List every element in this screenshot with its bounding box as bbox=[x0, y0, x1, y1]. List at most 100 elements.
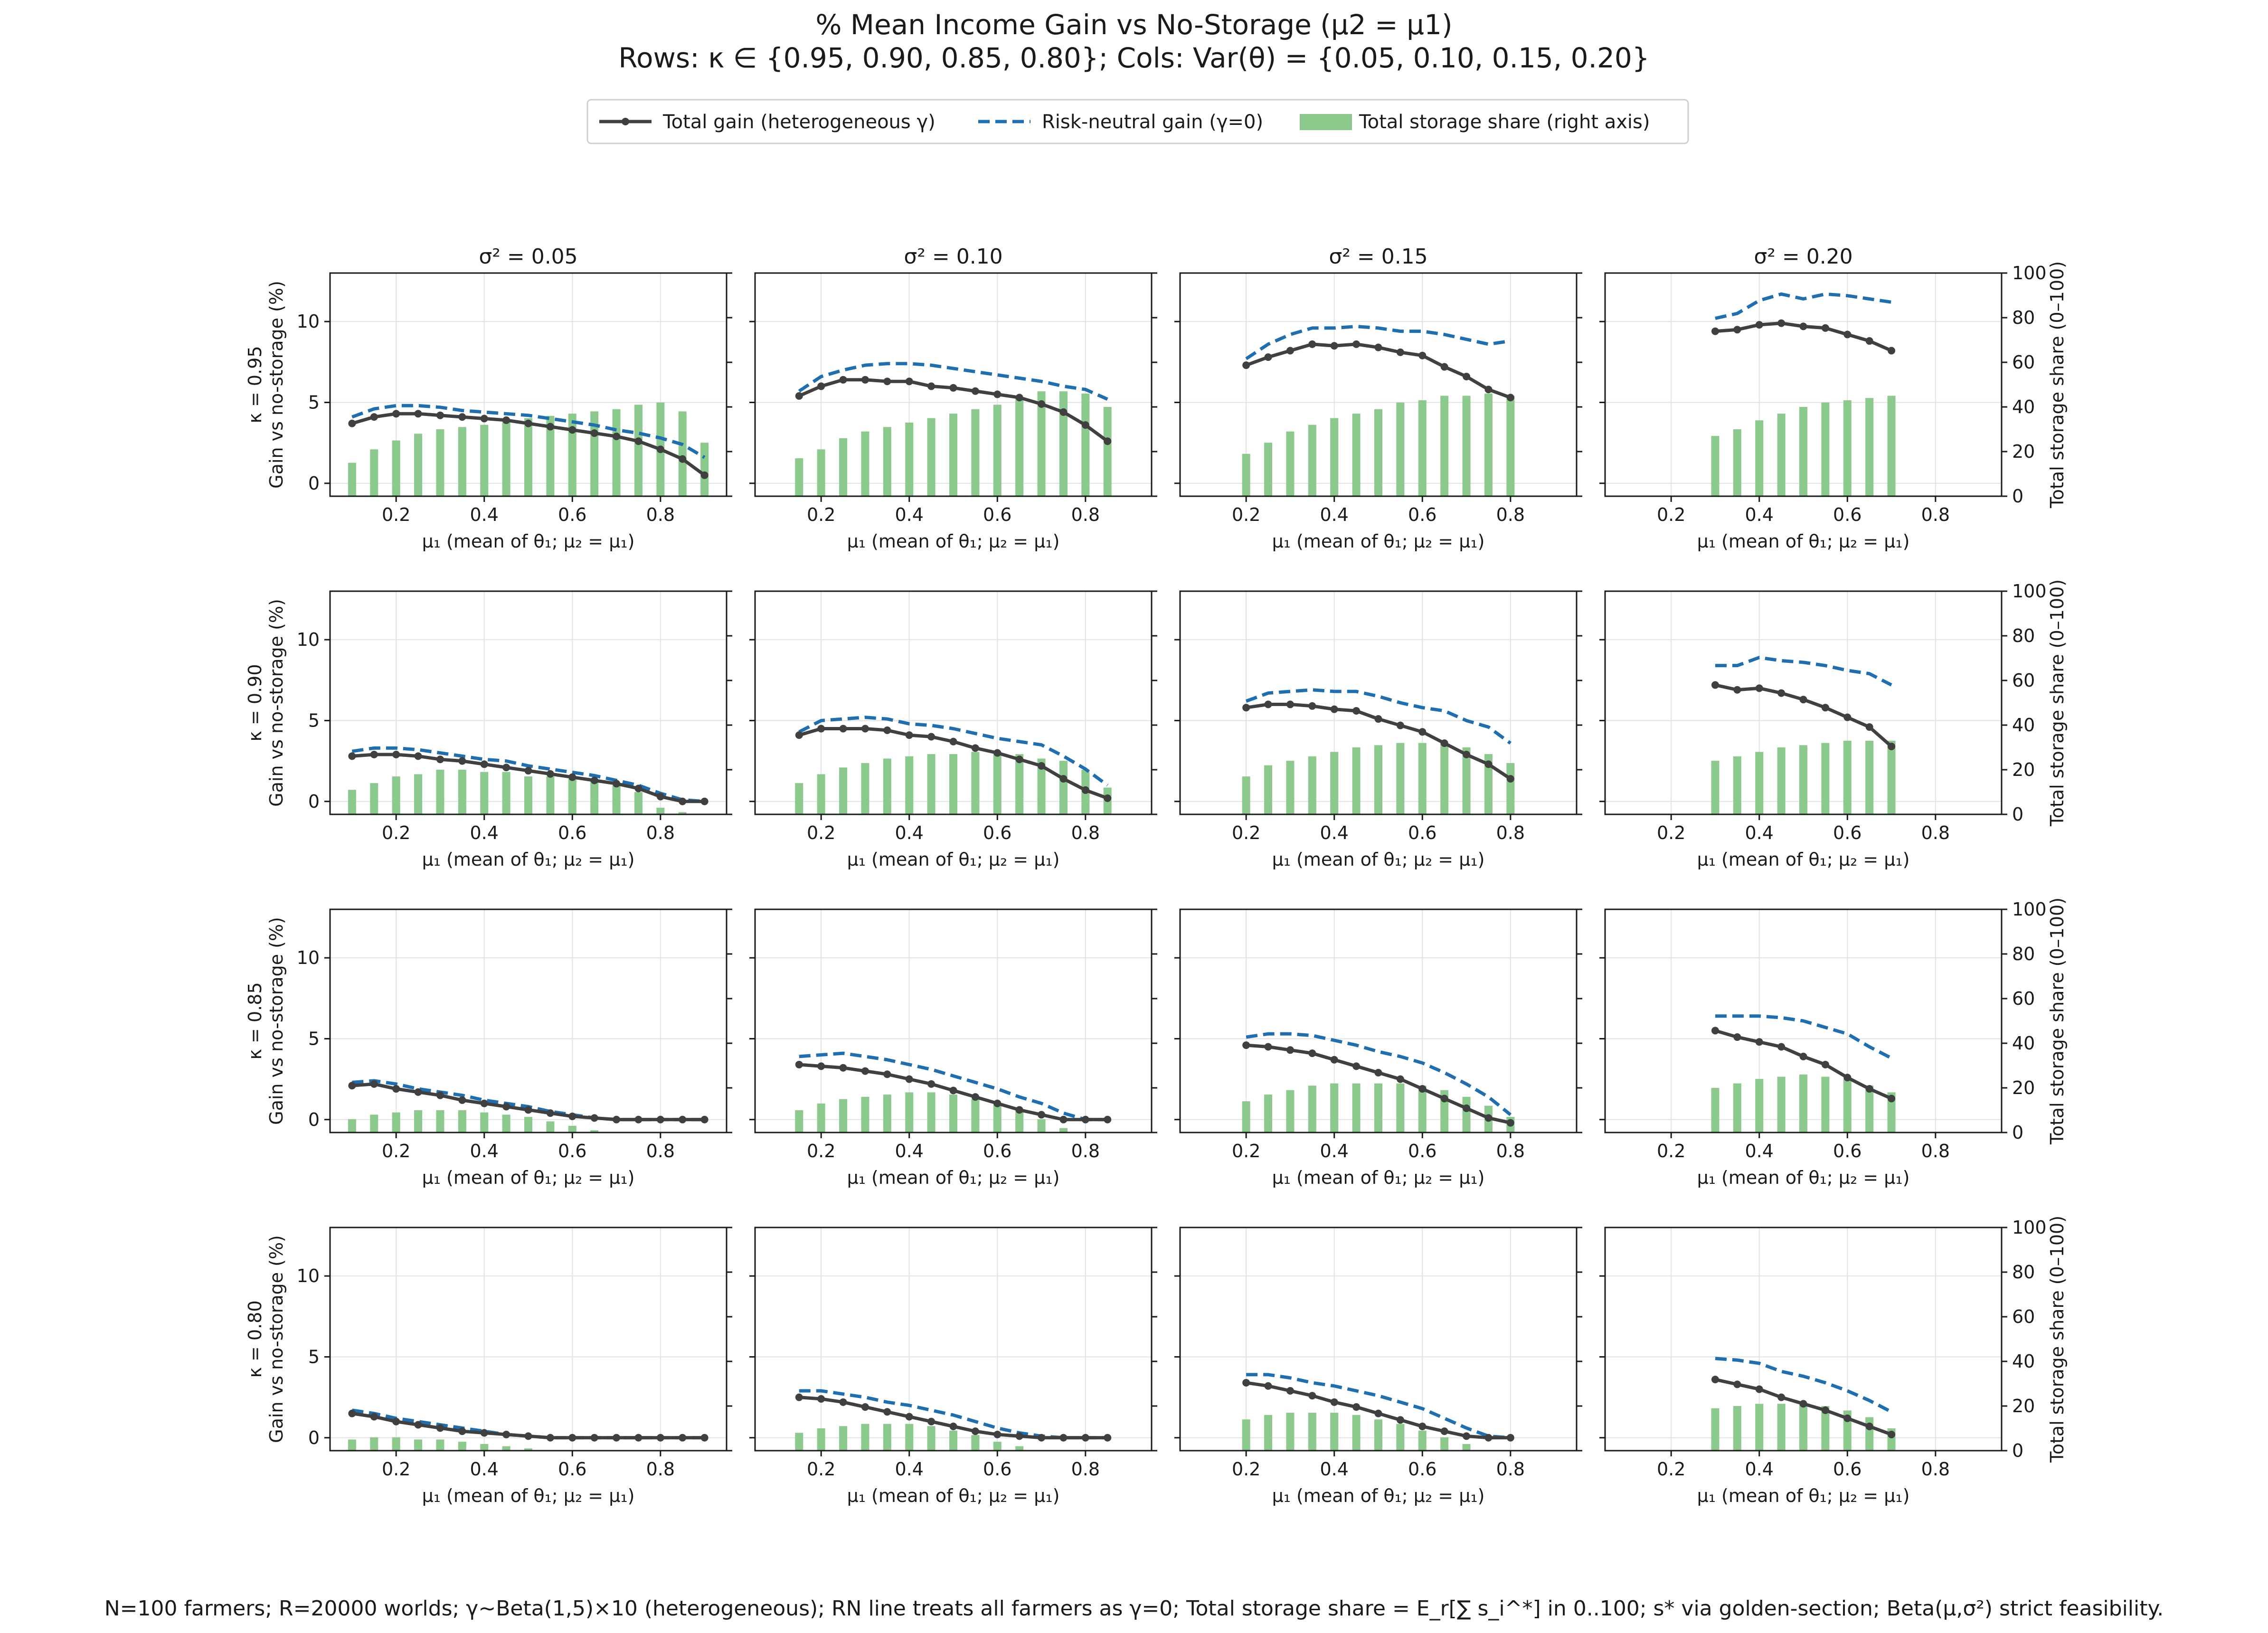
total-gain-point bbox=[1484, 760, 1493, 768]
storage-share-bar bbox=[1865, 1086, 1874, 1133]
storage-share-bar bbox=[1330, 1413, 1339, 1451]
storage-share-bar bbox=[1264, 765, 1273, 814]
total-gain-point bbox=[1308, 1392, 1316, 1400]
total-gain-point bbox=[370, 1413, 378, 1421]
y-axis-label-right: Total storage share (0–100) bbox=[2047, 579, 2068, 827]
total-gain-point bbox=[1396, 1416, 1404, 1424]
storage-share-bar bbox=[883, 1095, 891, 1133]
y-tick-label-left: 5 bbox=[308, 392, 320, 413]
storage-share-bar bbox=[524, 1448, 532, 1451]
x-axis-label: μ₁ (mean of θ₁; μ₂ = μ₁) bbox=[422, 531, 635, 552]
column-title: σ² = 0.10 bbox=[904, 245, 1002, 269]
storage-share-bar bbox=[1037, 1119, 1046, 1133]
total-gain-point bbox=[795, 1060, 803, 1068]
storage-share-bar bbox=[817, 774, 825, 814]
total-gain-point bbox=[839, 725, 847, 733]
total-gain-point bbox=[1104, 1434, 1112, 1442]
x-axis-label: μ₁ (mean of θ₁; μ₂ = μ₁) bbox=[847, 849, 1060, 870]
total-gain-point bbox=[1264, 1043, 1272, 1051]
rn-gain-line bbox=[798, 362, 1108, 401]
total-gain-point bbox=[1308, 340, 1316, 348]
total-gain-point bbox=[1777, 1393, 1786, 1401]
panel-r3-c2: 0.2 0.4 0.6 0.8 μ₁ (mean of θ₁; μ₂ = μ₁) bbox=[749, 908, 1157, 1188]
total-gain-point bbox=[1418, 728, 1427, 736]
storage-share-bar bbox=[568, 778, 576, 814]
storage-share-bar bbox=[1777, 747, 1786, 814]
storage-share-bar bbox=[1418, 743, 1427, 814]
x-axis-label: μ₁ (mean of θ₁; μ₂ = μ₁) bbox=[847, 531, 1060, 552]
total-gain-point bbox=[1286, 1387, 1294, 1395]
total-gain-line bbox=[1715, 683, 1893, 748]
total-gain-point bbox=[1330, 342, 1338, 350]
storage-share-bar bbox=[839, 767, 848, 814]
total-gain-point bbox=[971, 1093, 979, 1101]
total-gain-point bbox=[1104, 1115, 1112, 1123]
storage-share-bar bbox=[1462, 1444, 1471, 1451]
storage-share-bar bbox=[1484, 393, 1493, 496]
y-tick-label-right: 100 bbox=[2012, 581, 2047, 602]
x-tick-label: 0.8 bbox=[1496, 822, 1525, 843]
storage-share-bar bbox=[795, 783, 803, 814]
total-gain-point bbox=[795, 731, 803, 739]
total-gain-point bbox=[348, 752, 356, 760]
x-tick-label: 0.2 bbox=[1232, 822, 1260, 843]
storage-share-bar bbox=[1733, 1083, 1741, 1133]
total-gain-point bbox=[949, 1422, 957, 1430]
storage-share-bar bbox=[1733, 429, 1741, 496]
rn-gain-line bbox=[1246, 1032, 1512, 1116]
total-gain-point bbox=[480, 760, 488, 768]
x-tick-label: 0.6 bbox=[558, 504, 586, 525]
y-axis-label-left: Gain vs no-storage (%) bbox=[266, 917, 287, 1125]
total-gain-point bbox=[1264, 1382, 1272, 1390]
total-gain-point bbox=[546, 423, 554, 431]
x-axis-label: μ₁ (mean of θ₁; μ₂ = μ₁) bbox=[1697, 849, 1910, 870]
total-gain-point bbox=[1799, 696, 1807, 704]
storage-share-bar bbox=[993, 1442, 1002, 1451]
storage-share-bar bbox=[1887, 740, 1896, 814]
total-gain-point bbox=[1059, 408, 1068, 416]
total-gain-point bbox=[1330, 705, 1338, 713]
total-gain-point bbox=[971, 744, 979, 752]
y-tick-label-left: 5 bbox=[308, 710, 320, 731]
storage-share-bar bbox=[1821, 743, 1830, 814]
x-tick-label: 0.8 bbox=[646, 1459, 675, 1480]
column-title: σ² = 0.20 bbox=[1754, 245, 1852, 269]
storage-share-bar bbox=[861, 1424, 869, 1451]
storage-share-bar bbox=[1330, 418, 1339, 496]
total-gain-point bbox=[613, 432, 621, 440]
total-gain-point bbox=[370, 413, 378, 421]
storage-share-bar bbox=[1821, 1076, 1830, 1133]
storage-share-bar bbox=[1264, 443, 1273, 496]
x-tick-label: 0.2 bbox=[807, 504, 835, 525]
storage-share-bar bbox=[502, 772, 510, 814]
y-tick-label-right: 0 bbox=[2012, 1122, 2023, 1143]
storage-share-bar bbox=[1799, 1074, 1807, 1133]
rn-gain-line bbox=[1715, 1014, 1892, 1060]
total-gain-point bbox=[927, 382, 936, 390]
total-gain-point bbox=[1374, 715, 1382, 723]
y-tick-label-right: 100 bbox=[2012, 899, 2047, 920]
total-gain-point bbox=[1396, 348, 1404, 356]
panel-frame bbox=[1604, 590, 2003, 815]
storage-share-bar bbox=[839, 1426, 848, 1451]
figure-title-line2: Rows: κ ∈ {0.95, 0.90, 0.85, 0.80}; Cols… bbox=[618, 42, 1649, 74]
storage-share-bar bbox=[370, 783, 378, 814]
total-gain-point bbox=[993, 390, 1002, 398]
panel-r4-c1: 0.2 0.4 0.6 0.8 μ₁ (mean of θ₁; μ₂ = μ₁) 0 5 10… bbox=[245, 1227, 732, 1506]
storage-share-bar bbox=[1865, 740, 1874, 814]
x-axis-label: μ₁ (mean of θ₁; μ₂ = μ₁) bbox=[1697, 1167, 1910, 1188]
total-gain-point bbox=[613, 1434, 621, 1442]
total-gain-point bbox=[1821, 704, 1829, 712]
total-gain-point bbox=[1081, 421, 1089, 429]
y-tick-label-left: 0 bbox=[308, 1427, 320, 1448]
x-axis-label: μ₁ (mean of θ₁; μ₂ = μ₁) bbox=[422, 849, 635, 870]
rn-gain-line bbox=[1246, 1373, 1511, 1440]
total-gain-point bbox=[927, 1417, 936, 1425]
storage-share-bar bbox=[414, 434, 423, 496]
storage-share-bar bbox=[458, 770, 466, 814]
x-tick-label: 0.6 bbox=[1833, 822, 1862, 843]
total-gain-point bbox=[568, 426, 576, 434]
storage-share-bar bbox=[1308, 756, 1316, 814]
x-tick-label: 0.4 bbox=[895, 1141, 924, 1161]
storage-share-bar bbox=[392, 440, 400, 496]
